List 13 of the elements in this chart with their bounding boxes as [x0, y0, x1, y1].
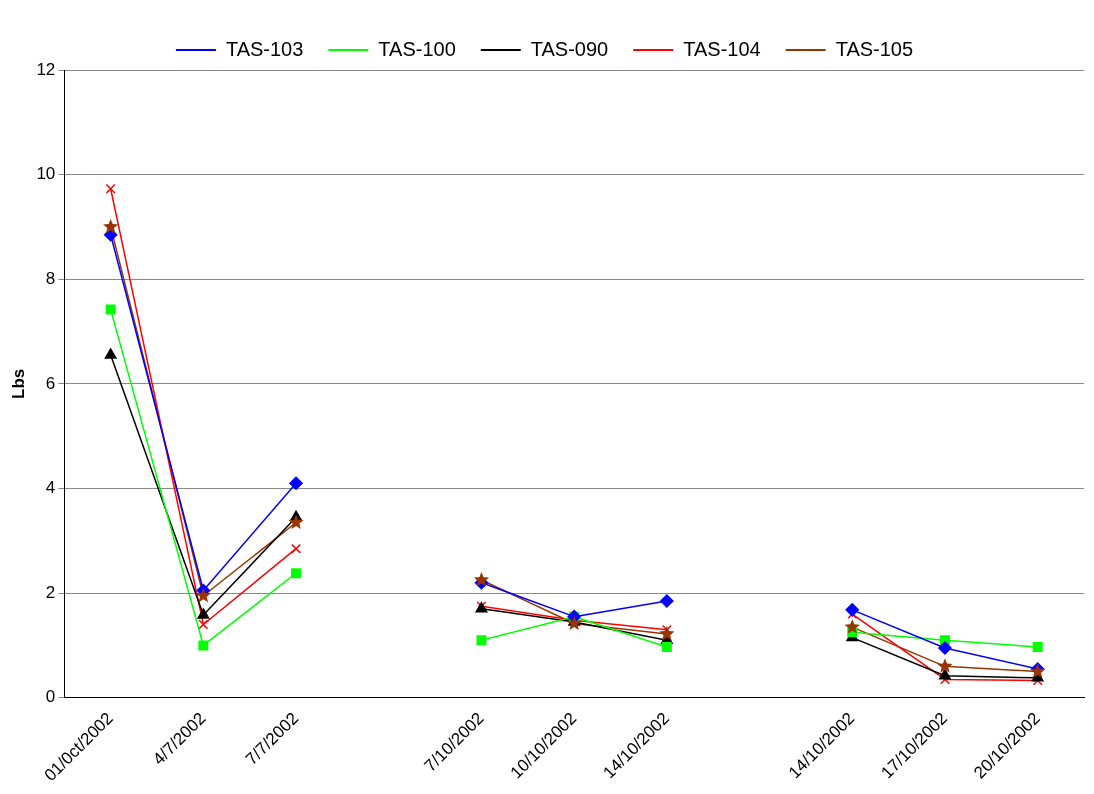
- legend-label: TAS-105: [835, 37, 914, 60]
- y-tick-label: 6: [45, 373, 56, 393]
- legend-label: TAS-103: [225, 37, 304, 60]
- y-tick-label: 8: [45, 268, 56, 288]
- y-tick-label: 4: [45, 478, 56, 498]
- legend-label: TAS-100: [378, 37, 456, 60]
- y-tick-label: 0: [45, 687, 56, 707]
- y-tick-label: 12: [36, 59, 56, 79]
- y-tick-label: 10: [36, 164, 56, 184]
- legend-label: TAS-104: [683, 37, 761, 60]
- y-axis-title: Lbs: [8, 368, 28, 399]
- legend-label: TAS-090: [530, 37, 609, 60]
- y-tick-label: 2: [45, 582, 56, 602]
